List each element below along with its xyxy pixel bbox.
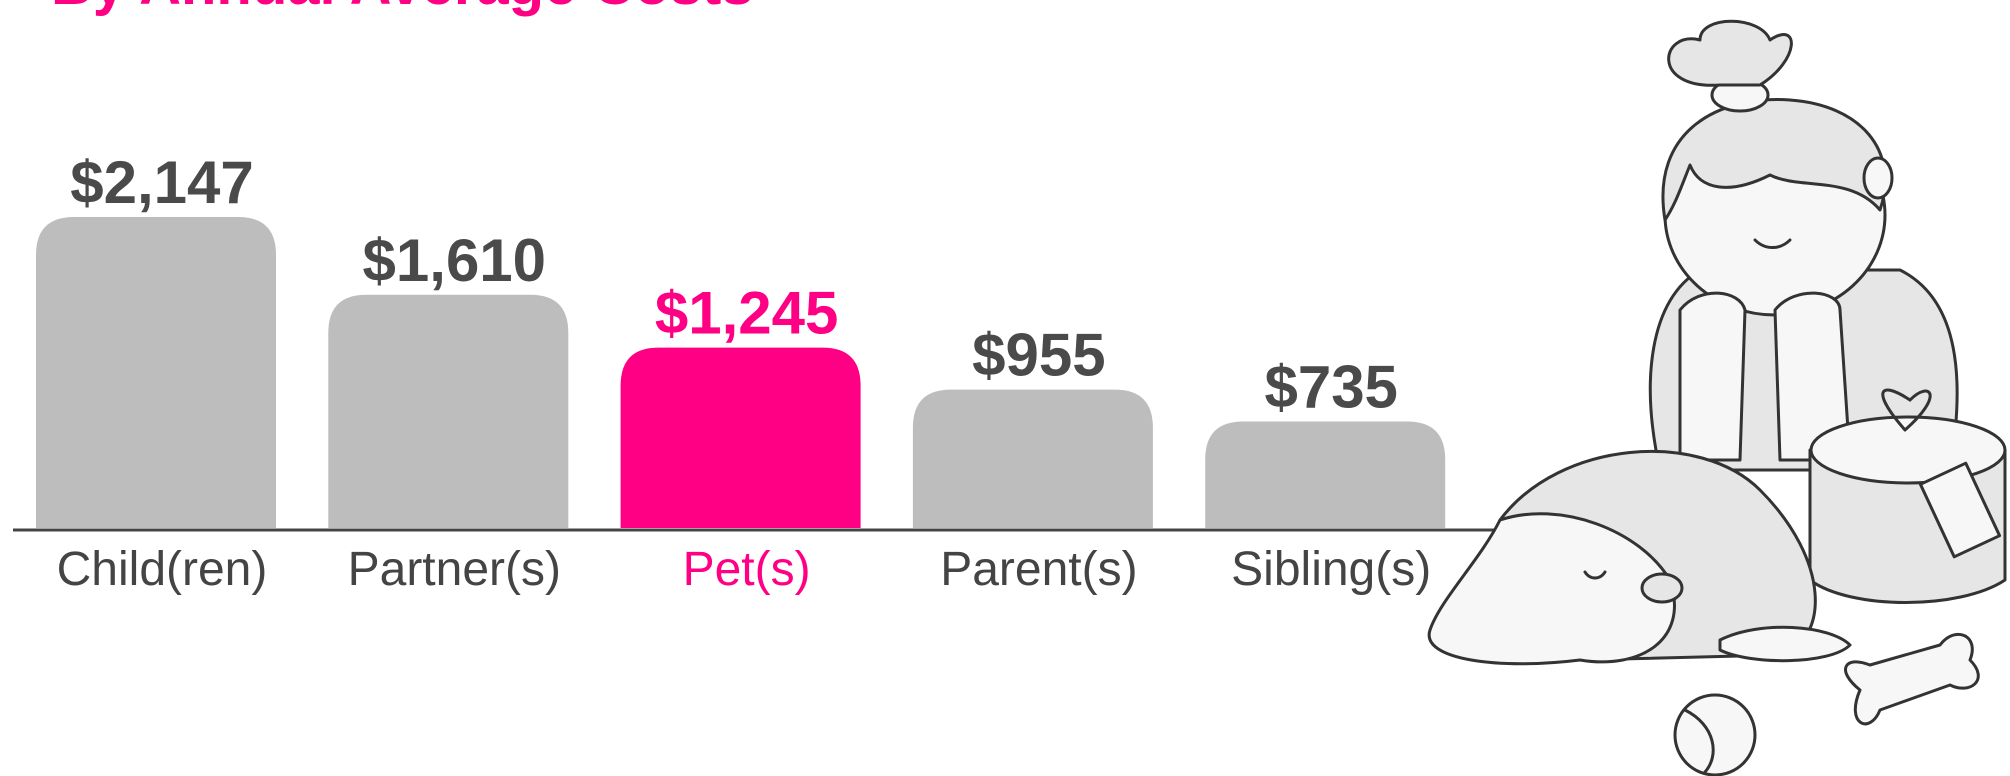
value-label: $1,610 <box>363 227 547 294</box>
bar <box>1205 421 1446 528</box>
bar <box>620 347 861 528</box>
bar <box>912 389 1153 528</box>
x-tick-label: Pet(s) <box>683 543 811 596</box>
x-tick-label: Partner(s) <box>348 543 561 596</box>
chart-subtitle: By Annual Average Costs <box>51 0 754 17</box>
value-label: $735 <box>1264 354 1397 421</box>
bar <box>328 294 569 528</box>
x-tick-label: Child(ren) <box>57 543 268 596</box>
value-label: $2,147 <box>70 149 254 216</box>
illustration <box>1427 19 2007 776</box>
bar <box>36 217 276 528</box>
x-tick-label: Sibling(s) <box>1231 543 1431 596</box>
value-label: $1,245 <box>655 280 839 347</box>
x-tick-label: Parent(s) <box>940 543 1137 596</box>
value-label: $955 <box>972 322 1105 389</box>
